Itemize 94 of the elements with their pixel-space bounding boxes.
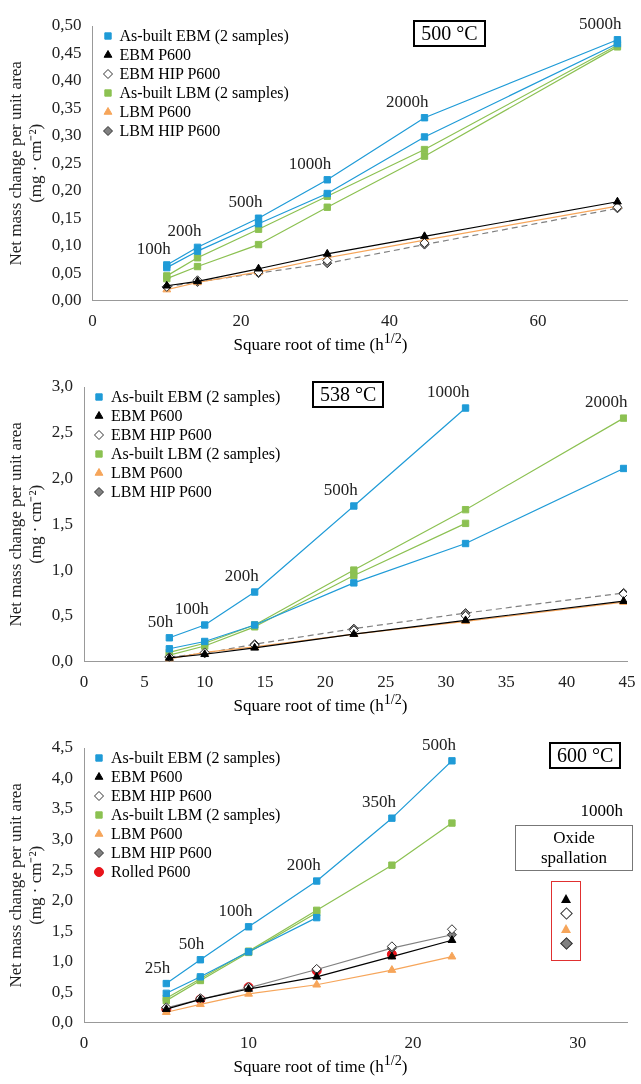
legend-label: As-built EBM (2 samples): [111, 387, 281, 406]
x-tick-label: 0: [79, 1033, 89, 1053]
y-axis-title: Net mass change per unit area (mg · cm⁻²): [5, 60, 46, 266]
x-axis-title: Square root of time (h$^{1/2}$): [232, 1052, 409, 1077]
x-tick-label: 30: [569, 1033, 587, 1053]
y-tick-label: 0,0: [51, 1012, 74, 1032]
annotation: 350h: [361, 792, 397, 812]
legend-label: EBM HIP P600: [111, 425, 212, 444]
chart-title: 600 °C: [549, 742, 622, 769]
legend-label: Rolled P600: [111, 862, 191, 881]
legend-label: LBM P600: [111, 463, 183, 482]
y-tick-label: 0,35: [51, 97, 82, 117]
annotation: 500h: [228, 192, 264, 212]
annotation: 100h: [136, 238, 172, 258]
y-tick-label: 0,15: [51, 207, 82, 227]
legend-label: LBM HIP P600: [111, 843, 212, 862]
y-tick-label: 0,40: [51, 70, 82, 90]
annotation: 200h: [286, 855, 322, 874]
y-tick-label: 3,5: [51, 798, 74, 818]
y-tick-label: 1,0: [51, 559, 74, 579]
y-axis-title: Net mass change per unit area (mg · cm⁻²): [5, 782, 46, 988]
x-axis-title: Square root of time (h$^{1/2}$): [232, 330, 409, 355]
y-tick-label: 0,20: [51, 180, 82, 200]
chart-title: 500 °C: [413, 20, 486, 47]
x-axis-title: Square root of time (h$^{1/2}$): [232, 691, 409, 716]
x-tick-label: 0: [79, 672, 89, 692]
x-tick-label: 10: [196, 672, 214, 692]
annotation: 50h: [147, 611, 174, 631]
y-tick-label: 2,0: [51, 468, 74, 487]
annotation: 1000h: [427, 382, 471, 402]
legend-label: As-built LBM (2 samples): [119, 83, 289, 102]
legend-label: As-built EBM (2 samples): [111, 748, 281, 767]
annotation: 500h: [323, 479, 359, 499]
y-tick-label: 2,0: [51, 890, 74, 910]
y-tick-label: 4,5: [51, 737, 74, 757]
annotation: 100h: [218, 900, 254, 920]
annotation: 2000h: [386, 91, 429, 111]
y-tick-label: 0,05: [51, 262, 82, 282]
x-tick-label: 25: [377, 672, 395, 692]
legend-label: LBM HIP P600: [119, 121, 221, 140]
annotation: 200h: [224, 566, 260, 585]
y-tick-label: 1,5: [51, 513, 74, 533]
chart-title: 538 °C: [312, 381, 385, 408]
y-tick-label: 0,00: [51, 290, 82, 310]
annotation: 50h: [178, 933, 205, 953]
annotation: 100h: [174, 598, 210, 618]
legend-label: EBM P600: [119, 45, 192, 64]
x-tick-label: 20: [232, 311, 250, 331]
x-tick-label: 0: [88, 311, 97, 331]
y-tick-label: 1,5: [51, 920, 74, 940]
x-tick-label: 20: [316, 672, 334, 692]
y-tick-label: 3,0: [51, 376, 74, 396]
y-tick-label: 0,50: [51, 15, 82, 35]
annotation: Oxide spallation: [515, 824, 633, 871]
x-tick-label: 35: [497, 672, 515, 692]
legend-label: EBM HIP P600: [119, 64, 221, 83]
legend-label: As-built LBM (2 samples): [111, 805, 281, 824]
y-axis-title: Net mass change per unit area (mg · cm⁻²): [5, 421, 46, 627]
y-tick-label: 2,5: [51, 859, 74, 879]
annotation: 2000h: [585, 392, 629, 412]
y-tick-label: 0,10: [51, 235, 82, 255]
y-tick-label: 0,45: [51, 42, 82, 62]
x-tick-label: 20: [404, 1033, 422, 1053]
x-tick-label: 30: [437, 672, 455, 692]
annotation: 200h: [167, 221, 203, 241]
annotation: 25h: [144, 957, 171, 977]
y-tick-label: 3,0: [51, 829, 74, 848]
annotation: 1000h: [288, 153, 332, 173]
y-tick-label: 0,0: [51, 651, 74, 671]
legend-label: LBM HIP P600: [111, 482, 212, 501]
legend-label: LBM P600: [111, 824, 183, 843]
x-tick-label: 10: [240, 1033, 258, 1053]
annotation: 500h: [421, 734, 457, 754]
y-tick-label: 0,30: [51, 125, 82, 145]
legend-label: EBM P600: [111, 767, 183, 786]
legend-label: LBM P600: [119, 102, 192, 121]
y-tick-label: 4,0: [51, 767, 74, 787]
x-tick-label: 15: [256, 672, 274, 692]
y-tick-label: 0,25: [51, 152, 82, 172]
annotation: 5000h: [578, 13, 622, 33]
x-tick-label: 60: [529, 311, 547, 331]
legend-label: EBM HIP P600: [111, 786, 212, 805]
annotation: 1000h: [579, 799, 624, 822]
y-tick-label: 0,5: [51, 981, 74, 1001]
x-tick-label: 5: [140, 672, 149, 692]
y-tick-label: 2,5: [51, 422, 74, 442]
x-tick-label: 40: [380, 311, 398, 331]
legend-label: EBM P600: [111, 406, 183, 425]
y-tick-label: 1,0: [51, 951, 74, 971]
x-tick-label: 40: [558, 672, 576, 692]
y-tick-label: 0,5: [51, 605, 74, 625]
legend-label: As-built EBM (2 samples): [119, 26, 289, 45]
x-tick-label: 45: [618, 672, 636, 692]
legend-label: As-built LBM (2 samples): [111, 444, 281, 463]
